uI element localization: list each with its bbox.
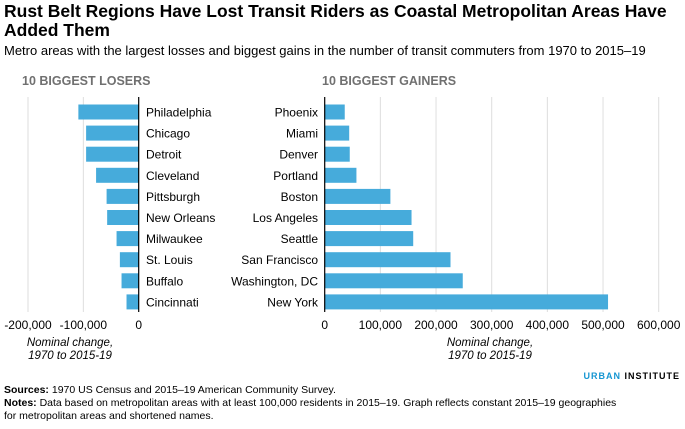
bar-chicago xyxy=(86,125,139,141)
x-axis-label: 1970 to 2015-19 xyxy=(28,350,112,362)
bar-pittsburgh xyxy=(106,188,139,204)
bar-los-angeles xyxy=(324,210,412,225)
bar-cincinnati xyxy=(126,294,139,310)
gainers-panel-title: 10 BIGGEST GAINERS xyxy=(322,74,457,88)
bar-miami xyxy=(324,125,350,141)
bar-phoenix xyxy=(324,104,345,120)
bar-milwaukee xyxy=(116,231,139,247)
tick-label: 300,000 xyxy=(470,318,514,332)
bar-philadelphia xyxy=(78,104,139,120)
bar-san-francisco xyxy=(324,252,451,268)
category-label: Miami xyxy=(286,127,318,141)
category-label: Phoenix xyxy=(275,106,318,120)
tick-label: 200,000 xyxy=(414,318,458,332)
bar-seattle xyxy=(324,231,414,247)
category-label: San Francisco xyxy=(241,253,318,267)
tick-label: 600,000 xyxy=(637,318,681,332)
tick-label: 400,000 xyxy=(526,318,570,332)
x-axis-label: Nominal change, xyxy=(27,337,113,349)
bar-denver xyxy=(324,146,350,162)
tick-label: 0 xyxy=(321,318,328,332)
tick-label: 0 xyxy=(135,318,142,332)
category-label: Cincinnati xyxy=(146,295,199,309)
bar-washington-dc xyxy=(324,273,463,289)
category-label: Denver xyxy=(279,148,318,162)
category-label: Milwaukee xyxy=(146,232,203,246)
tick-label: -100,000 xyxy=(60,318,108,332)
bar-detroit xyxy=(86,146,139,162)
x-axis-label: Nominal change, xyxy=(447,337,533,349)
bar-portland xyxy=(324,167,357,183)
category-label: Chicago xyxy=(146,127,190,141)
notes-note: Notes: Data based on metropolitan areas … xyxy=(4,397,617,422)
bar-new-orleans xyxy=(107,210,139,225)
urban-institute-logo: URBAN INSTITUTE xyxy=(583,371,680,381)
category-label: New York xyxy=(267,295,319,309)
bar-new-york xyxy=(324,294,609,310)
category-label: Los Angeles xyxy=(253,211,318,225)
category-label: Cleveland xyxy=(146,169,199,183)
category-label: Boston xyxy=(281,190,318,204)
category-label: St. Louis xyxy=(146,253,193,267)
tick-label: 500,000 xyxy=(581,318,625,332)
category-label: Philadelphia xyxy=(146,106,212,120)
category-label: Pittsburgh xyxy=(146,190,200,204)
category-label: Washington, DC xyxy=(231,274,318,288)
category-label: Seattle xyxy=(281,232,319,246)
category-label: Portland xyxy=(273,169,318,183)
bar-buffalo xyxy=(121,273,139,289)
bar-st-louis xyxy=(119,252,139,268)
tick-label: 100,000 xyxy=(359,318,403,332)
bar-cleveland xyxy=(96,167,139,183)
category-label: Buffalo xyxy=(146,274,183,288)
sources-note: Sources: 1970 US Census and 2015–19 Amer… xyxy=(4,384,336,396)
x-axis-label: 1970 to 2015-19 xyxy=(448,350,532,362)
losers-panel-title: 10 BIGGEST LOSERS xyxy=(22,74,151,88)
category-label: Detroit xyxy=(146,148,182,162)
tick-label: -200,000 xyxy=(4,318,52,332)
chart-title: Rust Belt Regions Have Lost Transit Ride… xyxy=(4,1,667,40)
chart-subtitle: Metro areas with the largest losses and … xyxy=(4,43,646,58)
category-label: New Orleans xyxy=(146,211,215,225)
bar-boston xyxy=(324,188,391,204)
